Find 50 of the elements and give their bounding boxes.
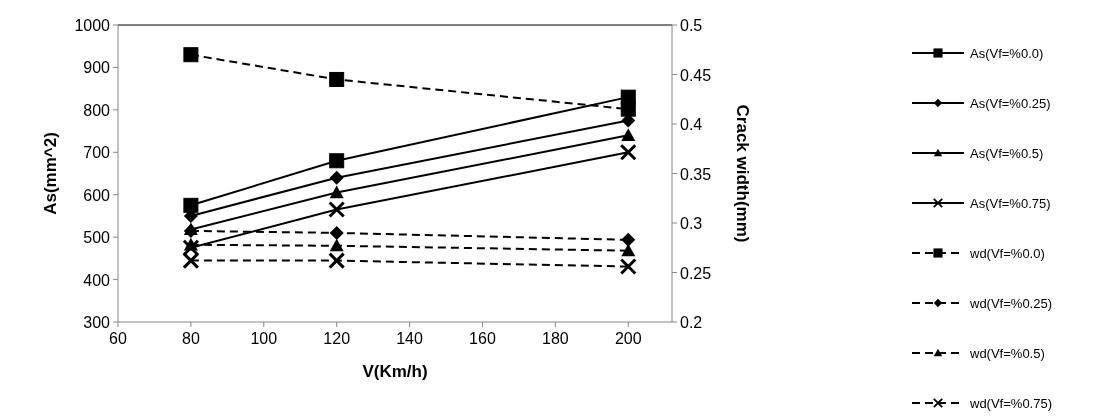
point	[329, 225, 344, 240]
x-tick-label: 200	[614, 330, 642, 347]
y2-tick-label: 0.35	[680, 165, 712, 183]
legend-label: wd(Vf=%0.25)	[969, 296, 1053, 311]
y-tick-label: 600	[83, 186, 111, 204]
legend-label: As(Vf=%0.5)	[970, 146, 1044, 161]
point	[621, 232, 636, 247]
y-tick-label: 1000	[74, 17, 111, 34]
x-tick-label: 140	[396, 330, 424, 347]
y-tick-label: 800	[83, 101, 111, 119]
point	[329, 71, 345, 87]
point	[621, 243, 636, 257]
point	[183, 197, 199, 213]
x-tick-label: 80	[182, 330, 200, 347]
y2-tick-label: 0.3	[680, 215, 703, 232]
point	[183, 47, 199, 63]
point	[329, 238, 344, 252]
legend-label: As(Vf=%0.25)	[970, 96, 1051, 111]
point	[329, 185, 344, 199]
point	[328, 201, 346, 219]
y-tick-label: 900	[83, 59, 111, 77]
y-tick-label: 400	[83, 271, 111, 289]
x-tick-label: 60	[109, 330, 127, 347]
y2-tick-label: 0.4	[680, 116, 703, 133]
legend-label: As(Vf=%0.0)	[970, 46, 1044, 61]
y2-tick-label: 0.2	[680, 314, 703, 331]
x-axis-title: V(Km/h)	[362, 362, 428, 381]
y-axis-title: As(mm^2)	[41, 132, 60, 215]
x-tick-label: 120	[323, 330, 351, 347]
legend-label: As(Vf=%0.75)	[970, 196, 1051, 211]
point	[329, 153, 345, 169]
point	[620, 89, 636, 105]
point	[619, 258, 637, 276]
x-tick-label: 160	[469, 330, 496, 347]
point	[328, 252, 346, 270]
point	[619, 143, 637, 161]
legend-label: wd(Vf=%0.5)	[969, 346, 1045, 361]
y2-tick-label: 0.25	[680, 264, 712, 282]
y-tick-label: 500	[83, 229, 111, 247]
point	[621, 128, 636, 141]
y2-axis-title: Crack width(mm)	[733, 104, 752, 243]
legend-label: wd(Vf=%0.0)	[969, 246, 1045, 261]
y-tick-label: 300	[83, 314, 111, 331]
y2-tick-label: 0.5	[680, 17, 703, 34]
point	[329, 170, 344, 185]
legend-label: wd(Vf=%0.75)	[969, 396, 1053, 411]
y2-tick-label: 0.45	[680, 66, 712, 84]
x-tick-label: 180	[542, 330, 569, 347]
y-tick-label: 700	[83, 144, 111, 162]
x-tick-label: 100	[250, 330, 278, 347]
